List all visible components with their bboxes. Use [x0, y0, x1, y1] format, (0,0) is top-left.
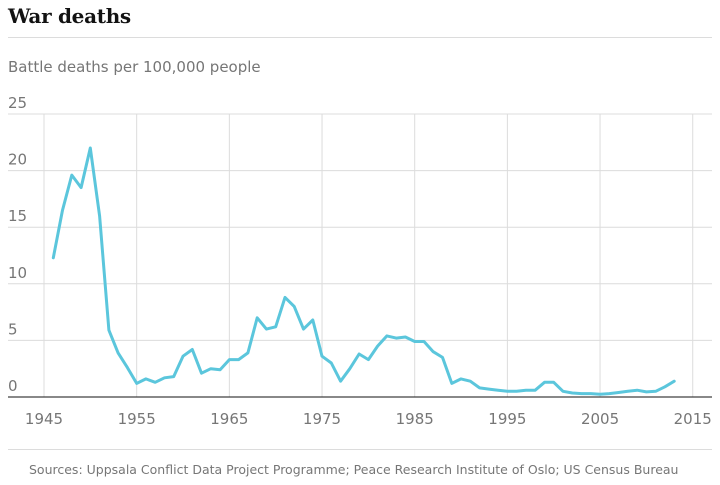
data-point: [460, 377, 463, 380]
data-point: [293, 305, 296, 308]
x-tick-label: 1995: [488, 410, 526, 428]
title-divider: [8, 37, 712, 38]
x-tick-label: 1965: [210, 410, 248, 428]
data-point: [228, 358, 231, 361]
y-tick-label: 5: [8, 320, 18, 338]
data-point: [497, 389, 500, 392]
data-point: [52, 256, 55, 259]
data-point: [673, 380, 676, 383]
data-point: [552, 381, 555, 384]
data-point: [311, 319, 314, 322]
data-point: [339, 380, 342, 383]
data-point: [70, 174, 73, 177]
data-point: [265, 328, 268, 331]
data-point: [580, 392, 583, 395]
data-point: [654, 390, 657, 393]
y-tick-label: 20: [8, 151, 27, 169]
data-point: [358, 352, 361, 355]
data-point: [117, 351, 120, 354]
x-tick-label: 1945: [25, 410, 63, 428]
data-point: [571, 392, 574, 395]
data-point: [413, 340, 416, 343]
data-point: [274, 325, 277, 328]
data-point: [61, 209, 64, 212]
y-tick-label: 10: [8, 264, 27, 282]
chart-title: War deaths: [8, 4, 131, 28]
data-point: [589, 392, 592, 395]
data-point: [422, 340, 425, 343]
data-point: [487, 388, 490, 391]
source-note: Sources: Uppsala Conflict Data Project P…: [29, 462, 679, 477]
data-point: [321, 355, 324, 358]
series-line: [51, 146, 676, 396]
data-point: [191, 348, 194, 351]
data-point: [376, 345, 379, 348]
x-tick-label: 1975: [303, 410, 341, 428]
data-point: [432, 350, 435, 353]
data-point: [256, 316, 259, 319]
data-point: [608, 392, 611, 395]
data-point: [246, 351, 249, 354]
data-point: [182, 355, 185, 358]
data-point: [626, 390, 629, 393]
data-point: [645, 390, 648, 393]
data-point: [107, 329, 110, 332]
source-divider: [8, 449, 712, 450]
x-tick-label: 1955: [118, 410, 156, 428]
data-point: [348, 367, 351, 370]
data-point: [172, 375, 175, 378]
data-point: [135, 382, 138, 385]
data-point: [330, 362, 333, 365]
data-point: [469, 380, 472, 383]
data-point: [98, 214, 101, 217]
data-point: [80, 186, 83, 189]
x-tick-label: 1985: [396, 410, 434, 428]
data-point: [617, 391, 620, 394]
data-point: [404, 336, 407, 339]
line-chart: 0 5 10 15 20 25 1945 1955 1965 1975 1985 1995 2005 20…: [8, 94, 712, 428]
data-point: [524, 389, 527, 392]
data-point: [219, 368, 222, 371]
data-point: [478, 386, 481, 389]
data-point: [209, 367, 212, 370]
data-point: [663, 385, 666, 388]
data-point: [283, 296, 286, 299]
data-point: [636, 389, 639, 392]
data-point: [163, 376, 166, 379]
data-point: [200, 372, 203, 375]
data-point: [450, 382, 453, 385]
data-point: [395, 337, 398, 340]
data-point: [534, 389, 537, 392]
x-tick-label: 2005: [581, 410, 619, 428]
y-tick-label: 15: [8, 207, 27, 225]
chart-subtitle: Battle deaths per 100,000 people: [8, 58, 261, 76]
data-point: [561, 390, 564, 393]
data-point: [385, 334, 388, 337]
y-tick-label: 25: [8, 94, 27, 112]
x-tick-label: 2015: [674, 410, 712, 428]
data-point: [126, 366, 129, 369]
data-point: [89, 146, 92, 149]
data-point: [515, 390, 518, 393]
data-point: [441, 356, 444, 359]
data-point: [367, 358, 370, 361]
data-point: [237, 358, 240, 361]
data-point: [506, 390, 509, 393]
data-point: [302, 328, 305, 331]
data-point: [144, 377, 147, 380]
data-point: [543, 381, 546, 384]
y-tick-label: 0: [8, 377, 18, 395]
data-point: [154, 381, 157, 384]
data-point: [599, 393, 602, 396]
